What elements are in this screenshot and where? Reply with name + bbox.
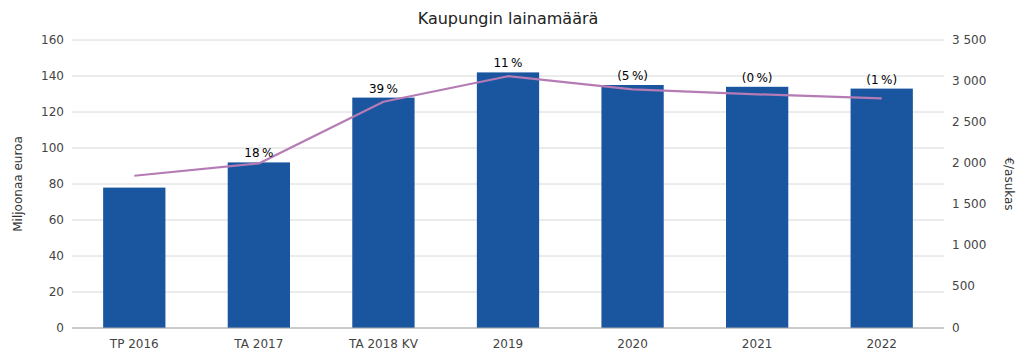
bar-annotation: 39 % (369, 82, 398, 96)
bar (601, 85, 663, 328)
grid-line (72, 328, 944, 329)
y2-tick-label: 3 000 (952, 74, 986, 88)
y2-tick-label: 500 (952, 279, 975, 293)
bar (352, 98, 414, 328)
grid-line (72, 40, 944, 41)
title: Kaupungin lainamäärä (418, 9, 599, 28)
line (134, 76, 881, 176)
x-tick-label: 2021 (742, 337, 773, 351)
bar (228, 162, 290, 328)
y-axis-label: Miljoonaa euroa (11, 136, 25, 232)
bar-annotation: (0 %) (742, 71, 773, 85)
annotations: 18 % 39 % 11 % (5 %) (0 %) (1 %) (244, 56, 897, 160)
y2-tick-label: 0 (952, 321, 960, 335)
grid (72, 40, 944, 328)
y-tick-label: 0 (56, 321, 64, 335)
y-tick-label: 40 (49, 249, 64, 263)
bar-annotation: 18 % (244, 146, 273, 160)
y-tick-label: 20 (49, 285, 64, 299)
chart-svg: Kaupungin lainamäärä 0 20 40 60 80 100 120 140 16… (0, 0, 1024, 362)
y2-axis-label: €/asukas (1002, 157, 1016, 210)
bar (726, 87, 788, 328)
x-tick-label: 2022 (866, 337, 897, 351)
chart-container: Kaupungin lainamäärä 0 20 40 60 80 100 120 140 16… (0, 0, 1024, 362)
bar-annotation: (5 %) (617, 69, 648, 83)
y-tick-label: 140 (41, 69, 64, 83)
y2-tick-label: 1 000 (952, 238, 986, 252)
axes: 0 20 40 60 80 100 120 140 160 0 500 1 000 1 500 2 000… (41, 33, 986, 352)
y-tick-label: 160 (41, 33, 64, 47)
x-tick-label: TA 2017 (233, 337, 283, 351)
y2-tick-label: 2 000 (952, 156, 986, 170)
bar-annotation: (1 %) (866, 73, 897, 87)
y-tick-label: 120 (41, 105, 64, 119)
bar-annotation: 11 % (493, 56, 522, 70)
baseline (72, 328, 944, 329)
y-tick-label: 80 (49, 177, 64, 191)
bar (477, 72, 539, 328)
plot-area (103, 72, 913, 328)
x-tick-label: TP 2016 (109, 337, 159, 351)
x-tick-label: TA 2018 KV (348, 337, 419, 351)
x-tick-label: 2019 (493, 337, 524, 351)
y2-tick-label: 1 500 (952, 197, 986, 211)
y2-tick-label: 2 500 (952, 115, 986, 129)
y2-tick-label: 3 500 (952, 33, 986, 47)
y-tick-label: 60 (49, 213, 64, 227)
x-tick-label: 2020 (617, 337, 648, 351)
bar (851, 89, 913, 328)
y-tick-label: 100 (41, 141, 64, 155)
bar (103, 188, 165, 328)
